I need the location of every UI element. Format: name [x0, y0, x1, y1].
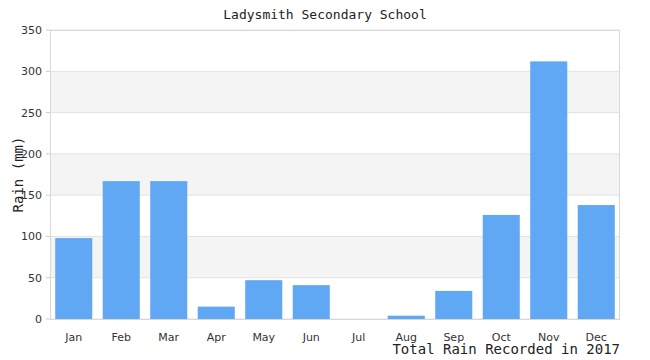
x-tick-label: Jul [351, 331, 365, 344]
y-tick [46, 112, 50, 113]
x-axis-label: Total Rain Recorded in 2017 [392, 341, 620, 357]
bar [55, 238, 92, 319]
y-tick-label: 50 [28, 272, 42, 285]
y-axis-label: Rain (mm) [10, 137, 26, 213]
y-tick [46, 236, 50, 237]
y-tick-label: 100 [21, 230, 42, 243]
chart-container: 050100150200250300350JanFebMarAprMayJunJ… [0, 0, 650, 360]
bar [388, 316, 425, 319]
y-tick-label: 300 [21, 65, 42, 78]
bar [103, 181, 140, 319]
x-tick-label: Feb [112, 331, 131, 344]
bar [530, 61, 567, 319]
y-tick-label: 0 [35, 313, 42, 326]
plot-background [50, 30, 620, 319]
bar [435, 291, 472, 319]
title: Ladysmith Secondary School [223, 7, 427, 22]
bar [245, 280, 282, 319]
x-tick-label: Mar [158, 331, 179, 344]
bars [55, 61, 615, 319]
y-tick-label: 350 [21, 24, 42, 37]
y-tick [46, 195, 50, 196]
plot-frame [51, 31, 620, 320]
bar [483, 215, 520, 319]
bar [198, 307, 235, 319]
x-tick-label: Jan [64, 331, 82, 344]
x-tick-label: Jun [302, 331, 320, 344]
bar [578, 205, 615, 319]
y-tick [46, 153, 50, 154]
y-tick [46, 319, 50, 320]
chart-svg: 050100150200250300350JanFebMarAprMayJunJ… [0, 0, 650, 360]
y-tick [46, 71, 50, 72]
bar [293, 285, 330, 319]
bar [150, 181, 187, 319]
y-tick [46, 30, 50, 31]
y-tick-label: 250 [21, 107, 42, 120]
y-tick [46, 277, 50, 278]
x-tick-label: May [252, 331, 275, 344]
x-tick-label: Apr [207, 331, 227, 344]
bar [340, 319, 377, 320]
